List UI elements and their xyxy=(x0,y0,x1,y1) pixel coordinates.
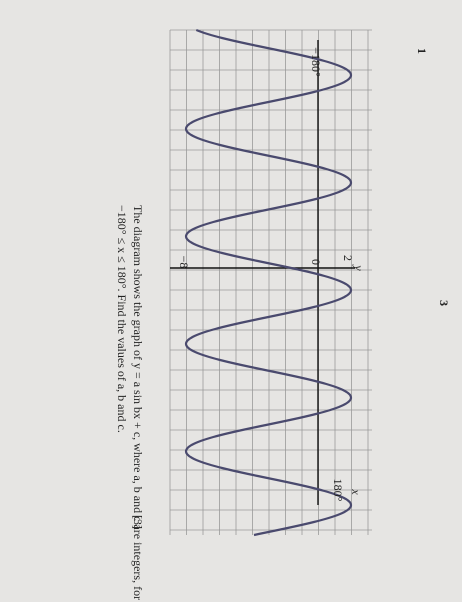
sine-curve xyxy=(184,28,353,537)
marks: [3] xyxy=(131,515,145,529)
x-axis-label: x xyxy=(349,488,363,495)
question-number: 1 xyxy=(415,48,429,54)
label-x-min: −180° xyxy=(309,47,323,77)
question-line-2: −180° ≤ x ≤ 180°. Find the values of a, … xyxy=(115,205,129,433)
question-line-1: The diagram shows the graph of y = a sin… xyxy=(131,205,145,600)
page-number: 3 xyxy=(437,300,451,306)
label-x-max: 180° xyxy=(331,479,345,502)
y-axis-label: y xyxy=(352,264,366,271)
label-minus-8: −8 xyxy=(177,256,191,269)
label-2: 2 xyxy=(341,255,355,261)
label-origin: 0 xyxy=(309,259,323,265)
